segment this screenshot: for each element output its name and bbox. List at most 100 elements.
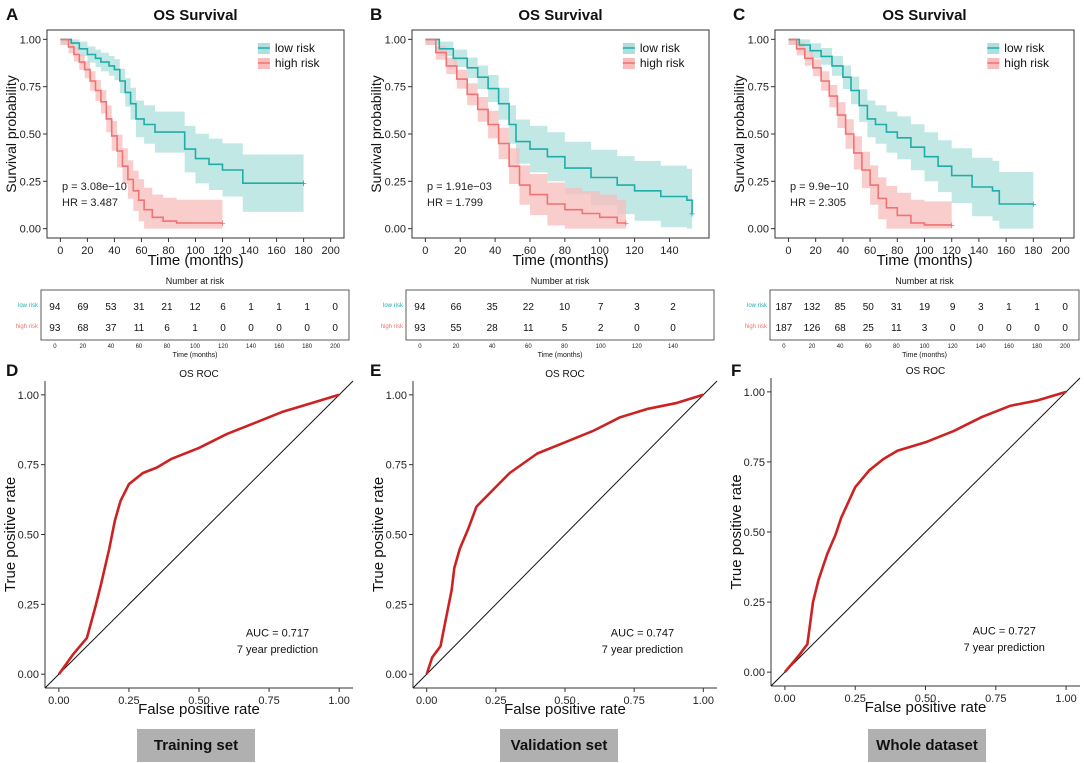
chart-title: OS ROC [545,369,584,380]
x-tick-label: 140 [660,245,678,257]
x-tick-label: 180 [1024,245,1042,257]
x-tick-label: 0 [785,245,791,257]
censor-mark: + [1030,199,1036,211]
hazard-ratio-text: HR = 3.487 [62,197,118,209]
risk-table-frame [769,289,1080,341]
diagonal-reference-line [770,377,1081,687]
risk-count: 0 [1034,323,1040,334]
x-tick-label: 0.25 [118,695,139,707]
x-tick-label: 60 [135,245,147,257]
y-tick-label: 1.00 [18,390,39,402]
risk-x-tick-label: 120 [218,344,229,350]
x-tick-label: 100 [915,245,933,257]
x-tick-label: 1.00 [693,695,714,707]
x-tick-label: 20 [81,245,93,257]
auc-text: AUC = 0.727 [973,625,1036,637]
risk-x-tick-label: 40 [108,344,115,350]
x-tick-label: 160 [267,245,285,257]
low-risk-curve [60,38,304,184]
risk-count: 11 [134,323,145,334]
risk-row-label: low risk [383,303,404,309]
legend-label: high risk [1004,56,1050,70]
y-tick-label: 0.75 [748,82,769,94]
risk-x-tick-label: 140 [246,344,257,350]
risk-row-label: high risk [381,324,404,330]
y-axis-title: True positive rate [728,474,745,589]
risk-count: 1 [1006,302,1012,313]
risk-count: 10 [559,302,571,313]
y-tick-label: 1.00 [744,387,765,399]
risk-count: 31 [891,302,903,313]
high-risk-curve [60,38,223,224]
x-tick-label: 40 [837,245,849,257]
panel-letter: A [6,5,18,24]
high-risk-curve [425,38,626,224]
x-tick-label: 40 [489,245,501,257]
diagonal-reference-line [412,380,718,689]
risk-x-tick-label: 160 [1004,344,1015,350]
risk-x-tick-label: 40 [837,344,844,350]
risk-count: 0 [978,323,984,334]
risk-x-tick-label: 100 [919,344,930,350]
risk-count: 69 [77,302,89,313]
y-axis-title: True positive rate [2,477,19,592]
risk-x-tick-label: 80 [561,344,568,350]
risk-count: 9 [950,302,956,313]
risk-x-tick-label: 20 [809,344,816,350]
x-tick-label: 0.50 [554,695,575,707]
risk-x-tick-label: 120 [632,344,643,350]
x-tick-label: 0.25 [844,693,865,705]
validation-set-label: Validation set [500,729,618,762]
legend-label: low risk [1004,41,1045,55]
risk-row-label: high risk [745,324,768,330]
prediction-text: 7 year prediction [602,644,683,656]
risk-x-tick-label: 100 [190,344,201,350]
risk-x-tick-label: 0 [418,344,422,350]
panel-letter: F [731,361,741,380]
risk-count: 0 [950,323,956,334]
risk-table-title: Number at risk [166,276,225,286]
risk-count: 22 [523,302,535,313]
legend-label: low risk [275,41,316,55]
risk-x-tick-label: 0 [53,344,57,350]
x-tick-label: 0.75 [623,695,644,707]
panel-letter: B [370,5,382,24]
y-tick-label: 0.75 [385,82,406,94]
panel-letter: C [733,5,745,24]
risk-table-frame [40,289,350,341]
risk-count: 68 [835,323,847,334]
y-tick-label: 0.25 [18,599,39,611]
risk-count: 187 [776,302,793,313]
x-tick-label: 120 [213,245,231,257]
risk-count: 94 [414,302,426,313]
x-axis-title: False positive rate [865,699,987,716]
censor-mark: + [623,218,629,230]
risk-table-title: Number at risk [531,276,590,286]
low-risk-curve [425,38,693,214]
risk-count: 19 [919,302,931,313]
risk-count: 93 [49,323,61,334]
risk-count: 6 [164,323,170,334]
y-tick-label: 1.00 [20,34,41,46]
risk-count: 25 [863,323,875,334]
low-risk-ci-band [60,39,304,212]
x-tick-label: 200 [1051,245,1069,257]
risk-count: 1 [248,302,254,313]
y-tick-label: 0.50 [748,129,769,141]
y-tick-label: 0.50 [386,530,407,542]
risk-count: 93 [414,323,426,334]
x-tick-label: 80 [559,245,571,257]
y-tick-label: 0.00 [748,224,769,236]
risk-x-tick-label: 60 [865,344,872,350]
x-tick-label: 1.00 [1055,693,1076,705]
roc-curve [425,393,704,675]
y-tick-label: 1.00 [385,34,406,46]
risk-row-label: high risk [16,324,39,330]
risk-table-title: Number at risk [895,276,954,286]
risk-count: 0 [670,323,676,334]
high-risk-curve [788,38,952,226]
censor-mark: + [948,220,954,232]
risk-x-tick-label: 180 [1032,344,1043,350]
risk-count: 0 [332,323,338,334]
